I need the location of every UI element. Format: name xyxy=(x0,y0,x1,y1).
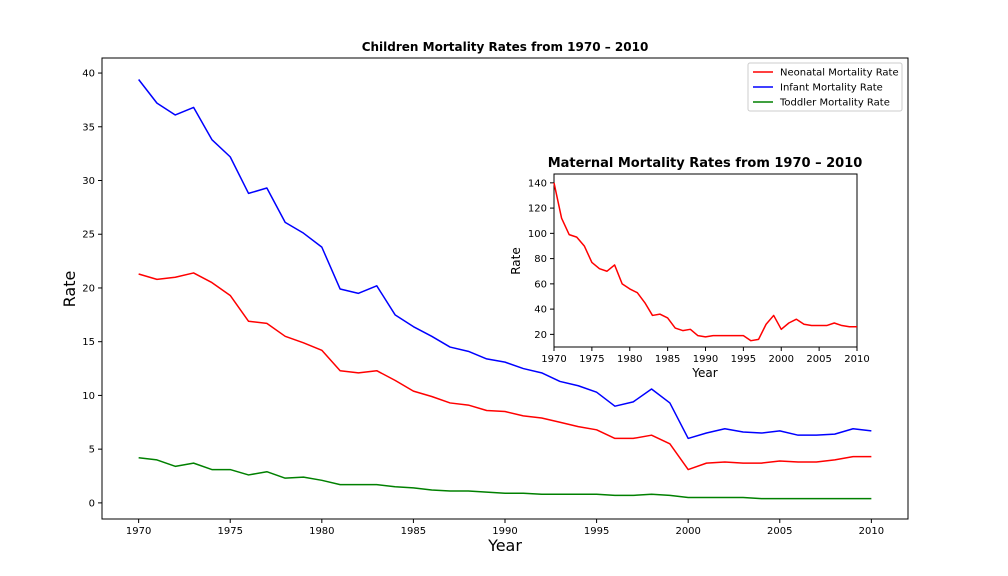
inset-x-tick-label: 2000 xyxy=(769,354,794,365)
main-y-tick-label: 5 xyxy=(89,445,95,456)
inset-x-tick-label: 1970 xyxy=(541,354,566,365)
main-axis-ticks: 1970 1975 1980 1985 1990 1995 2000 2005 20100510… xyxy=(82,69,884,537)
inset-series-lines xyxy=(553,182,857,342)
main-x-tick-label: 1975 xyxy=(218,526,243,537)
legend: Neonatal Mortality Rate Infant Mortality … xyxy=(747,62,903,112)
inset-x-tick-label: 2010 xyxy=(844,354,869,365)
main-x-tick-label: 2000 xyxy=(675,526,700,537)
main-x-tick-label: 1970 xyxy=(126,526,151,537)
main-x-tick-label: 2005 xyxy=(767,526,792,537)
inset-y-tick-label: 140 xyxy=(528,178,547,189)
main-x-tick-label: 1985 xyxy=(401,526,426,537)
main-x-tick-label: 1990 xyxy=(492,526,517,537)
inset-x-tick-label: 1995 xyxy=(731,354,756,365)
main-series-lines xyxy=(138,79,872,500)
inset-x-tick-label: 1975 xyxy=(579,354,604,365)
inset-chart-title: Maternal Mortality Rates from 1970 – 201… xyxy=(548,156,863,171)
main-x-tick-label: 1980 xyxy=(309,526,334,537)
legend-label-2: Toddler Mortality Rate xyxy=(779,98,890,109)
inset-y-tick-label: 80 xyxy=(534,254,547,265)
inset-y-tick-label: 60 xyxy=(534,279,547,290)
legend-label-0: Neonatal Mortality Rate xyxy=(780,68,899,79)
main-y-tick-label: 40 xyxy=(82,69,95,80)
inset-y-tick-label: 20 xyxy=(534,330,547,341)
main-y-tick-label: 0 xyxy=(89,498,95,509)
inset-x-tick-label: 1980 xyxy=(617,354,642,365)
main-series-line-2 xyxy=(138,457,872,500)
main-series-line-1 xyxy=(138,79,872,440)
inset-series-line-0 xyxy=(553,182,857,342)
main-x-axis-label: Year xyxy=(487,536,522,555)
inset-y-tick-label: 100 xyxy=(528,229,547,240)
main-x-tick-label: 1995 xyxy=(584,526,609,537)
inset-chart: Maternal Mortality Rates from 1970 – 201… xyxy=(509,156,870,380)
main-y-tick-label: 30 xyxy=(82,176,95,187)
inset-x-axis-label: Year xyxy=(691,366,717,380)
inset-y-tick-label: 120 xyxy=(528,204,547,215)
legend-frame xyxy=(747,62,903,112)
inset-y-axis-label: Rate xyxy=(509,247,523,275)
inset-y-tick-label: 40 xyxy=(534,305,547,316)
main-x-tick-label: 2010 xyxy=(859,526,884,537)
main-y-tick-label: 35 xyxy=(82,122,95,133)
inset-x-tick-label: 2005 xyxy=(806,354,831,365)
main-y-tick-label: 15 xyxy=(82,337,95,348)
legend-label-1: Infant Mortality Rate xyxy=(780,83,883,94)
inset-plot-frame xyxy=(553,173,858,348)
main-series-line-0 xyxy=(138,272,872,471)
inset-x-tick-label: 1990 xyxy=(693,354,718,365)
main-y-axis-label: Rate xyxy=(60,271,79,308)
main-y-tick-label: 20 xyxy=(82,283,95,294)
main-chart-title: Children Mortality Rates from 1970 – 201… xyxy=(362,40,649,54)
inset-axis-ticks: 1970 1975 1980 1985 1990 1995 2000 2005 2010 20 40… xyxy=(528,178,870,365)
inset-x-tick-label: 1985 xyxy=(655,354,680,365)
main-y-tick-label: 25 xyxy=(82,230,95,241)
main-y-tick-label: 10 xyxy=(82,391,95,402)
